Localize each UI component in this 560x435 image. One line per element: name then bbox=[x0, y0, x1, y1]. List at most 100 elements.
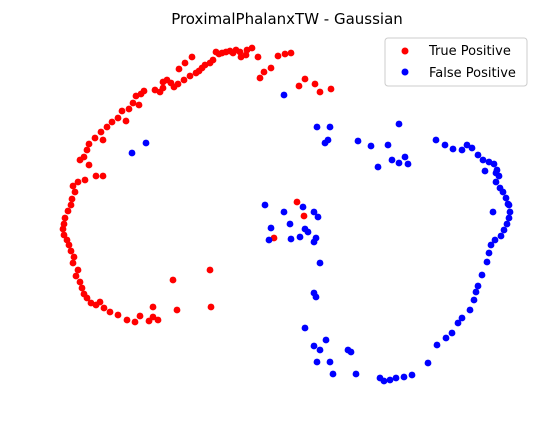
false-positive-point bbox=[313, 123, 321, 131]
false-positive-point bbox=[400, 373, 408, 381]
true-positive-point bbox=[100, 304, 108, 312]
true-positive-point bbox=[129, 99, 137, 107]
false-positive-point bbox=[470, 296, 478, 304]
false-positive-point bbox=[433, 341, 441, 349]
false-positive-point bbox=[502, 194, 510, 202]
true-positive-point bbox=[301, 75, 309, 83]
false-positive-point bbox=[458, 146, 466, 154]
true-positive-point bbox=[281, 50, 289, 58]
true-positive-point bbox=[149, 313, 157, 321]
false-positive-point bbox=[449, 145, 457, 153]
false-positive-point bbox=[367, 142, 375, 150]
false-positive-point bbox=[326, 123, 334, 131]
true-positive-point bbox=[67, 201, 75, 209]
true-positive-point bbox=[311, 80, 319, 88]
true-positive-point bbox=[267, 64, 275, 72]
false-positive-point bbox=[310, 342, 318, 350]
true-positive-point bbox=[136, 312, 144, 320]
false-positive-point bbox=[347, 348, 355, 356]
true-positive-point bbox=[154, 316, 162, 324]
true-positive-point bbox=[254, 53, 262, 61]
true-positive-point bbox=[123, 316, 131, 324]
false-positive-point bbox=[483, 258, 491, 266]
true-positive-point bbox=[159, 78, 167, 86]
false-positive-point bbox=[487, 241, 495, 249]
false-positive-point bbox=[458, 314, 466, 322]
true-positive-point bbox=[69, 182, 77, 190]
true-positive-point bbox=[92, 172, 100, 180]
true-positive-point bbox=[169, 276, 177, 284]
false-positive-point bbox=[310, 238, 318, 246]
false-positive-point bbox=[267, 224, 275, 232]
true-positive-point bbox=[151, 86, 159, 94]
false-positive-point bbox=[497, 232, 505, 240]
true-positive-point bbox=[108, 118, 116, 126]
true-positive-point bbox=[229, 49, 237, 57]
false-positive-point bbox=[503, 220, 511, 228]
true-positive-point bbox=[76, 278, 84, 286]
true-positive-point bbox=[293, 198, 301, 206]
true-positive-point bbox=[97, 128, 105, 136]
true-positive-point bbox=[287, 49, 295, 57]
true-positive-point bbox=[192, 69, 200, 77]
false-positive-point bbox=[432, 136, 440, 144]
false-positive-point bbox=[352, 370, 360, 378]
true-positive-point bbox=[125, 105, 133, 113]
false-positive-point bbox=[489, 208, 497, 216]
true-positive-point bbox=[180, 76, 188, 84]
false-positive-point bbox=[505, 214, 513, 222]
true-positive-point bbox=[71, 188, 79, 196]
true-positive-point bbox=[68, 195, 76, 203]
false-positive-point bbox=[408, 371, 416, 379]
true-positive-point bbox=[78, 284, 86, 292]
false-positive-point bbox=[354, 137, 362, 145]
false-positive-point bbox=[316, 259, 324, 267]
false-positive-point bbox=[322, 336, 330, 344]
true-positive-point bbox=[81, 176, 89, 184]
true-positive-point bbox=[70, 253, 78, 261]
false-positive-point bbox=[376, 374, 384, 382]
true-positive-point bbox=[99, 136, 107, 144]
true-positive-point bbox=[65, 241, 73, 249]
false-positive-point bbox=[454, 319, 462, 327]
true-positive-point bbox=[74, 178, 82, 186]
false-positive-point bbox=[321, 139, 329, 147]
false-positive-point bbox=[326, 358, 334, 366]
true-positive-point bbox=[67, 247, 75, 255]
false-positive-point bbox=[316, 346, 324, 354]
false-positive-point bbox=[479, 156, 487, 164]
false-positive-point bbox=[448, 329, 456, 337]
false-positive-point bbox=[296, 233, 304, 241]
false-positive-point bbox=[500, 226, 508, 234]
false-positive-point bbox=[395, 159, 403, 167]
false-positive-point bbox=[442, 334, 450, 342]
true-positive-point bbox=[173, 306, 181, 314]
false-positive-point bbox=[466, 306, 474, 314]
false-positive-point bbox=[287, 235, 295, 243]
true-positive-point bbox=[248, 44, 256, 52]
true-positive-point bbox=[103, 123, 111, 131]
false-positive-point bbox=[299, 203, 307, 211]
true-positive-point bbox=[327, 85, 335, 93]
true-positive-point bbox=[212, 48, 220, 56]
false-positive-point bbox=[490, 160, 498, 168]
true-positive-point bbox=[96, 298, 104, 306]
true-positive-point bbox=[206, 266, 214, 274]
true-positive-point bbox=[181, 59, 189, 67]
true-positive-point bbox=[99, 172, 107, 180]
true-positive-point bbox=[188, 53, 196, 61]
true-positive-point bbox=[149, 303, 157, 311]
false-positive-point bbox=[265, 236, 273, 244]
false-positive-point bbox=[463, 141, 471, 149]
false-positive-point bbox=[374, 163, 382, 171]
true-positive-point bbox=[64, 207, 72, 215]
true-positive-point bbox=[72, 272, 80, 280]
false-positive-point bbox=[404, 160, 412, 168]
true-positive-point bbox=[83, 294, 91, 302]
false-positive-point bbox=[441, 141, 449, 149]
legend-label-false-positive: False Positive bbox=[429, 66, 516, 81]
false-positive-point bbox=[472, 288, 480, 296]
true-positive-point bbox=[83, 146, 91, 154]
false-positive-point bbox=[505, 201, 513, 209]
